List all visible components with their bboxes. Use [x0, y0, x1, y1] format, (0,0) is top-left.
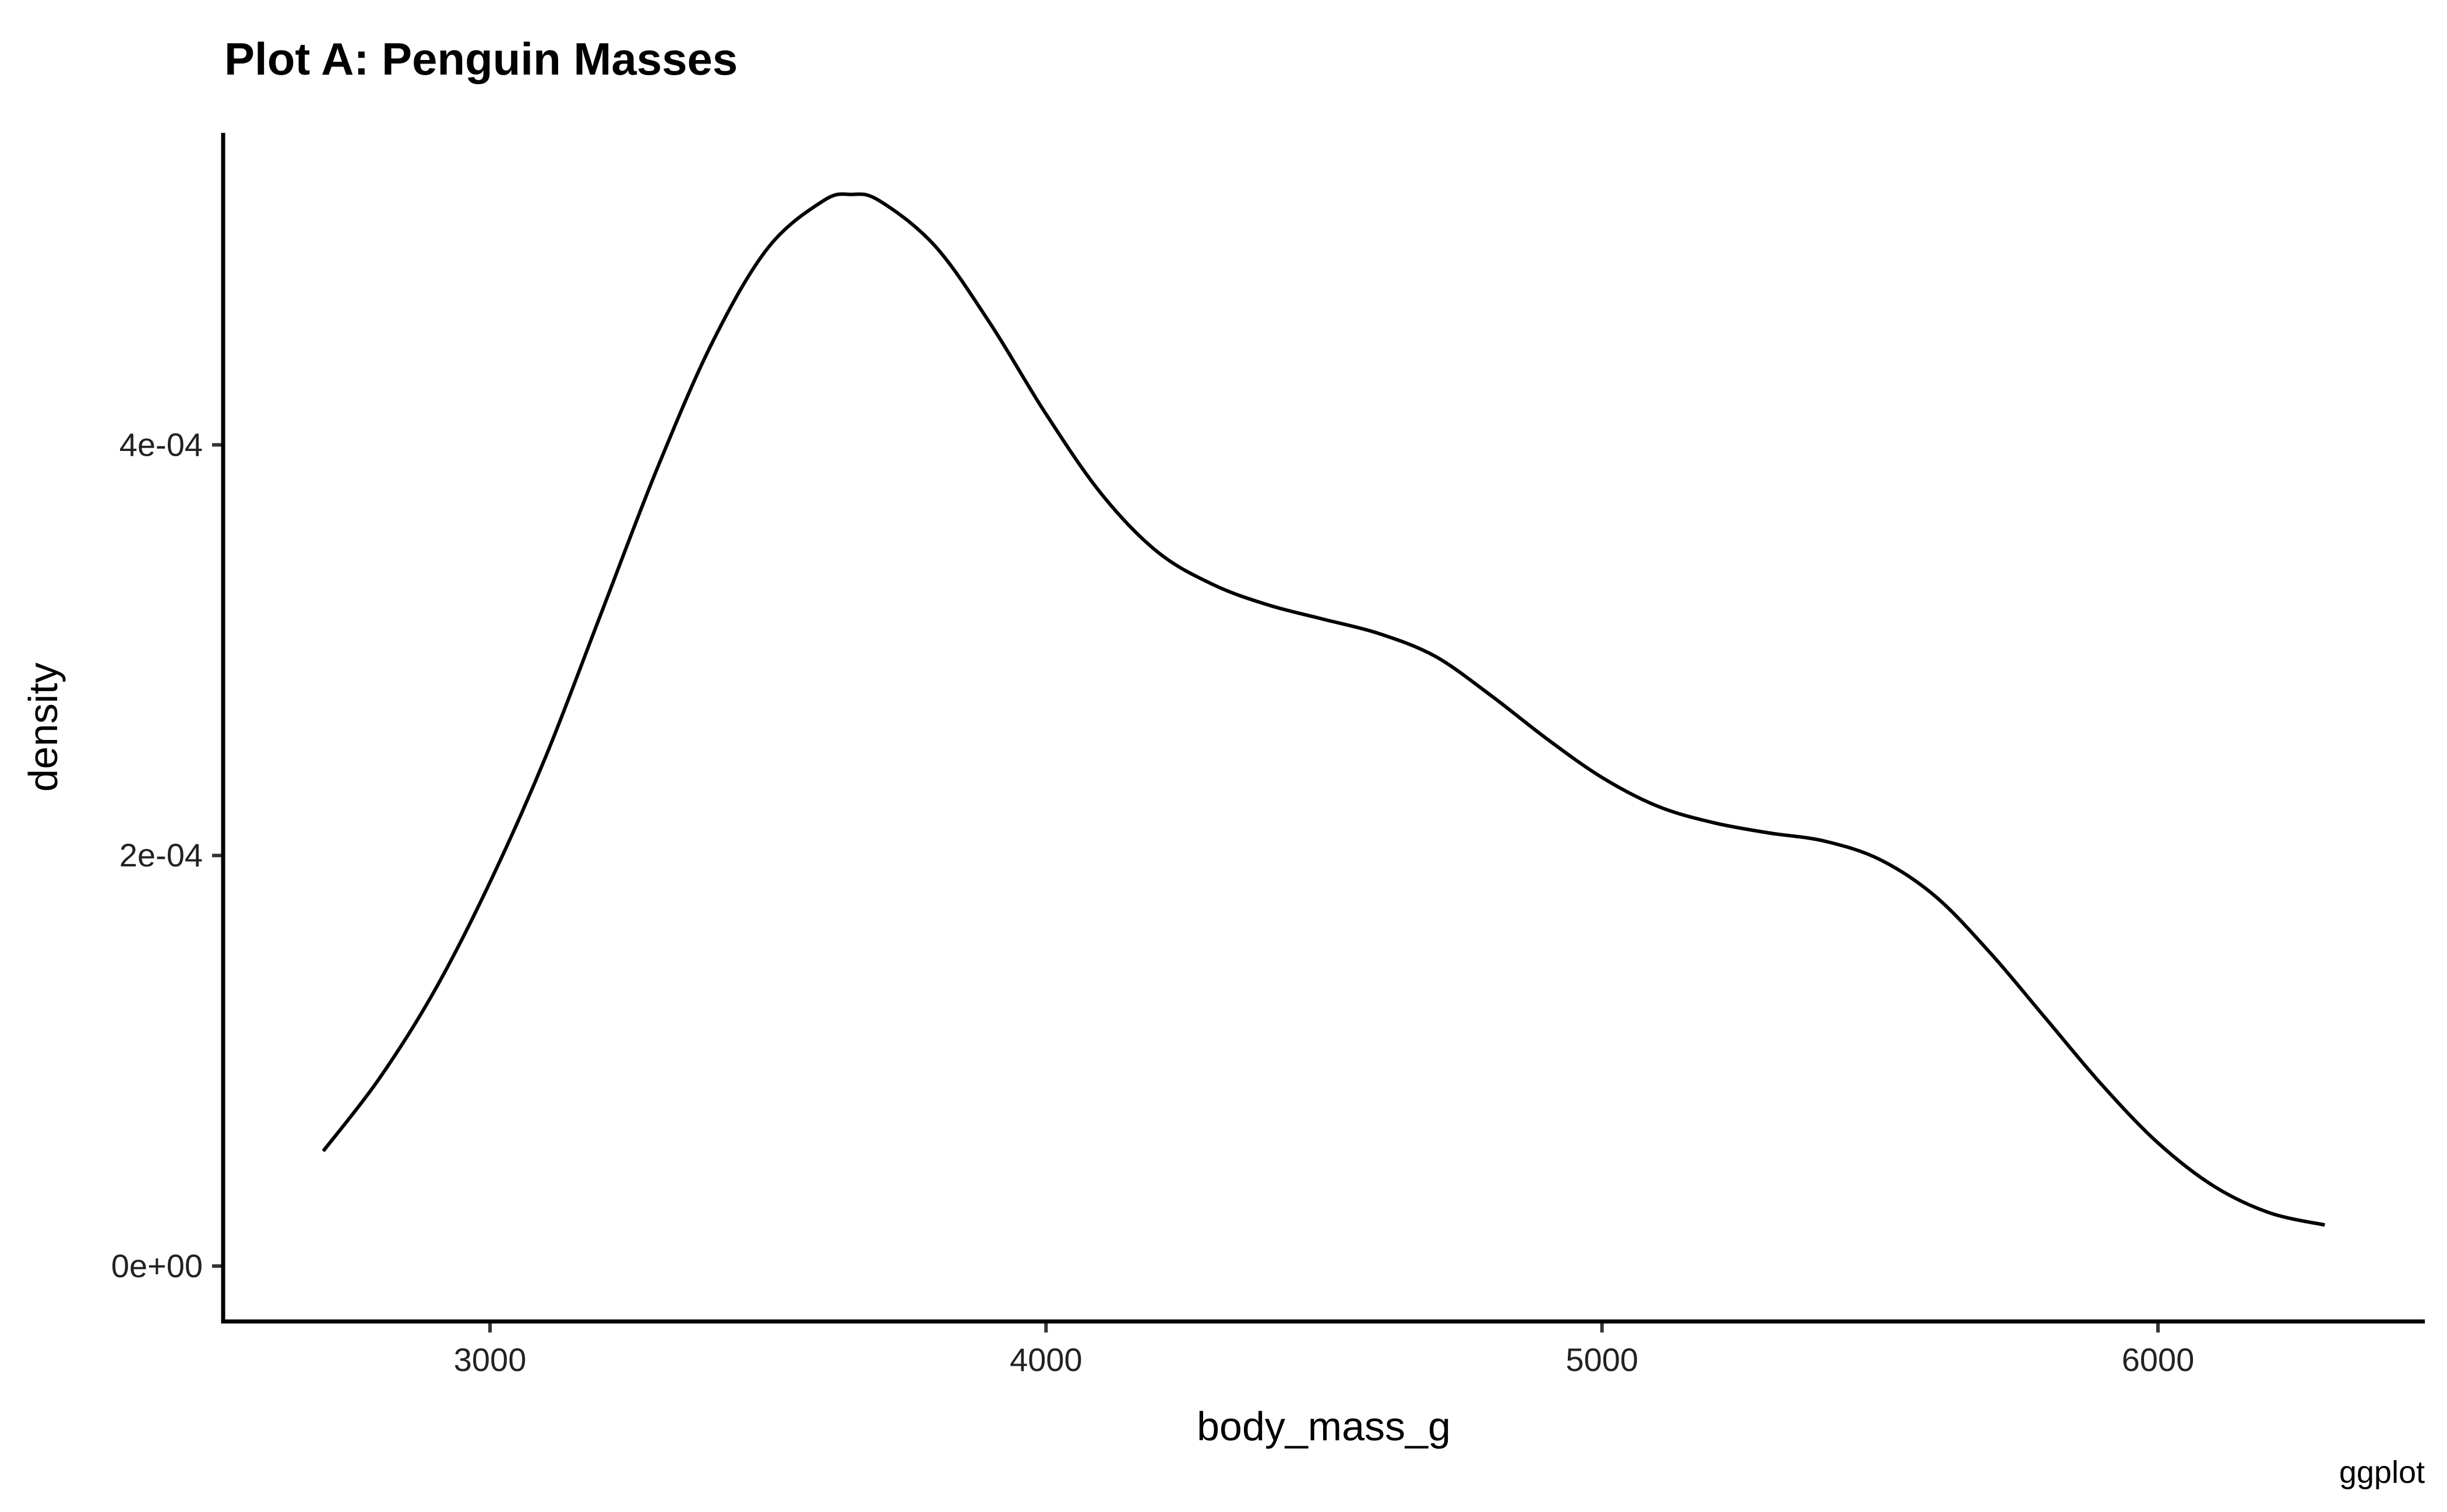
chart-caption: ggplot: [2339, 1455, 2425, 1490]
chart-title: Plot A: Penguin Masses: [224, 33, 738, 84]
x-axis-title: body_mass_g: [1197, 1404, 1451, 1449]
density-curve: [322, 192, 2325, 1227]
y-tick-label: 2e-04: [119, 837, 203, 873]
x-tick-label: 5000: [1565, 1341, 1638, 1378]
x-tick-label: 4000: [1010, 1341, 1083, 1378]
y-axis-ticks: 0e+00 2e-04 4e-04: [111, 427, 223, 1284]
x-tick-label: 6000: [2122, 1341, 2195, 1378]
y-axis-title: density: [20, 662, 66, 792]
y-tick-label: 0e+00: [111, 1247, 203, 1284]
x-axis-ticks: 3000 4000 5000 6000: [454, 1321, 2194, 1378]
x-tick-label: 3000: [454, 1341, 527, 1378]
y-tick-label: 4e-04: [119, 427, 203, 463]
